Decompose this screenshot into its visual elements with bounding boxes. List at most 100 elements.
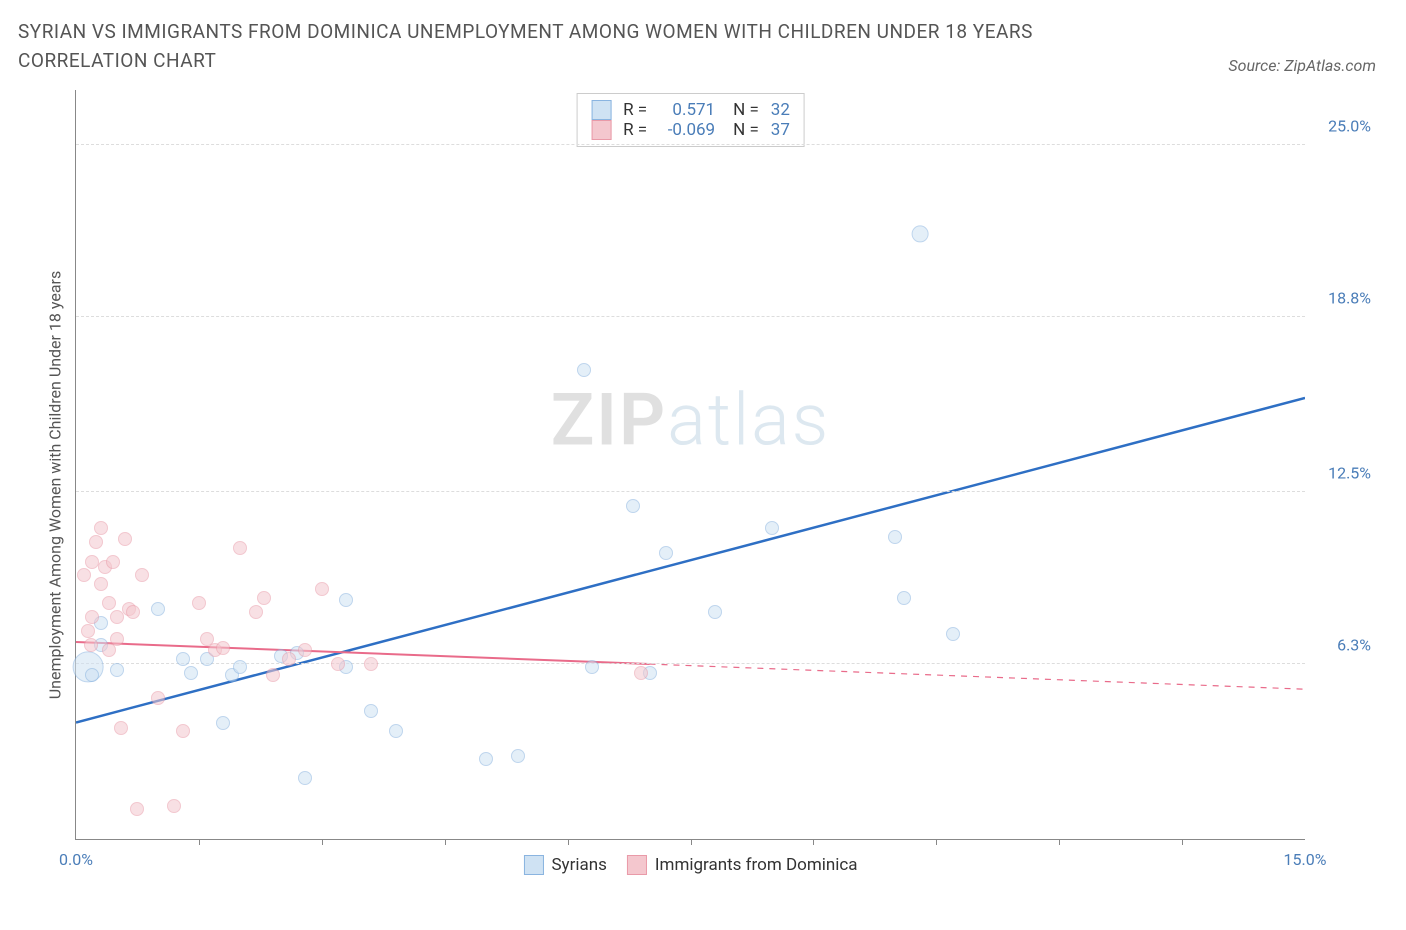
legend-item: Immigrants from Dominica — [627, 855, 858, 875]
legend-n-value: 37 — [771, 120, 790, 140]
scatter-point — [315, 582, 329, 596]
x-tick — [691, 839, 692, 845]
scatter-point — [389, 724, 403, 738]
legend-label: Immigrants from Dominica — [655, 855, 858, 875]
scatter-point — [897, 591, 911, 605]
x-tick — [813, 839, 814, 845]
x-tick — [1059, 839, 1060, 845]
x-tick — [199, 839, 200, 845]
scatter-point — [298, 771, 312, 785]
scatter-point — [708, 605, 722, 619]
scatter-point — [176, 652, 190, 666]
scatter-point — [176, 724, 190, 738]
scatter-point — [298, 643, 312, 657]
series-legend: Syrians Immigrants from Dominica — [523, 855, 857, 875]
x-tick — [445, 839, 446, 845]
scatter-point — [233, 541, 247, 555]
scatter-point — [94, 521, 108, 535]
gridline — [76, 144, 1305, 145]
y-tick-label: 18.8% — [1328, 289, 1371, 308]
scatter-point — [282, 652, 296, 666]
scatter-point — [888, 530, 902, 544]
y-tick-label: 6.3% — [1337, 636, 1371, 655]
legend-swatch — [627, 855, 647, 875]
scatter-point — [192, 596, 206, 610]
legend-swatch — [591, 100, 611, 120]
legend-swatch — [591, 120, 611, 140]
legend-n-label: N = — [733, 120, 759, 140]
scatter-point — [216, 641, 230, 655]
scatter-point — [151, 691, 165, 705]
scatter-point — [634, 666, 648, 680]
x-tick — [1182, 839, 1183, 845]
y-axis-label: Unemployment Among Women with Children U… — [46, 271, 65, 699]
legend-label: Syrians — [551, 855, 606, 875]
legend-n-value: 32 — [771, 100, 790, 120]
chart-header: SYRIAN VS IMMIGRANTS FROM DOMINICA UNEMP… — [0, 0, 1406, 85]
scatter-point — [233, 660, 247, 674]
gridline — [76, 663, 1305, 664]
x-tick — [322, 839, 323, 845]
scatter-point — [364, 657, 378, 671]
trend-line-extrapolated — [650, 664, 1305, 689]
chart-source: Source: ZipAtlas.com — [1228, 56, 1376, 75]
scatter-point — [511, 749, 525, 763]
scatter-point — [585, 660, 599, 674]
scatter-point — [167, 799, 181, 813]
legend-r-value: 0.571 — [655, 100, 715, 120]
watermark-zip: ZIP — [551, 377, 667, 462]
scatter-point — [130, 802, 144, 816]
scatter-point — [331, 657, 345, 671]
trend-lines — [76, 90, 1305, 839]
correlation-legend: R = 0.571 N = 32R = -0.069 N = 37 — [576, 93, 805, 147]
chart-region: Unemployment Among Women with Children U… — [45, 90, 1375, 880]
legend-r-label: R = — [623, 120, 647, 140]
scatter-point — [151, 602, 165, 616]
scatter-point — [114, 721, 128, 735]
scatter-point — [339, 593, 353, 607]
scatter-point — [77, 568, 91, 582]
x-tick — [568, 839, 569, 845]
y-tick-label: 25.0% — [1328, 117, 1371, 136]
scatter-point — [577, 363, 591, 377]
trend-line — [76, 398, 1305, 723]
plot-area: ZIPatlas R =0.571N =32R =-0.069N =37 Syr… — [75, 90, 1305, 840]
scatter-point — [110, 610, 124, 624]
scatter-point — [659, 546, 673, 560]
scatter-point — [184, 666, 198, 680]
scatter-point — [81, 624, 95, 638]
scatter-point — [364, 704, 378, 718]
scatter-point — [216, 716, 230, 730]
scatter-point — [126, 605, 140, 619]
scatter-point — [626, 499, 640, 513]
trend-line — [76, 642, 650, 664]
x-tick-label: 15.0% — [1284, 850, 1327, 869]
gridline — [76, 491, 1305, 492]
legend-row: R = -0.069 N = 37 — [591, 120, 790, 140]
scatter-point — [479, 752, 493, 766]
scatter-point — [102, 596, 116, 610]
gridline — [76, 316, 1305, 317]
legend-row: R =0.571N =32 — [591, 100, 790, 120]
scatter-point — [765, 521, 779, 535]
scatter-point — [106, 555, 120, 569]
scatter-point — [257, 591, 271, 605]
watermark: ZIPatlas — [551, 377, 831, 462]
scatter-point — [85, 610, 99, 624]
scatter-point — [118, 532, 132, 546]
scatter-point — [266, 668, 280, 682]
scatter-point — [85, 668, 99, 682]
scatter-point — [94, 577, 108, 591]
legend-r-value: -0.069 — [655, 120, 715, 140]
scatter-point — [89, 535, 103, 549]
legend-n-label: N = — [733, 100, 759, 120]
scatter-point — [912, 226, 929, 243]
watermark-atlas: atlas — [667, 377, 830, 462]
legend-swatch — [523, 855, 543, 875]
scatter-point — [946, 627, 960, 641]
x-tick-label: 0.0% — [59, 850, 93, 869]
chart-title: SYRIAN VS IMMIGRANTS FROM DOMINICA UNEMP… — [18, 18, 1118, 75]
scatter-point — [110, 663, 124, 677]
y-tick-label: 12.5% — [1328, 464, 1371, 483]
scatter-point — [110, 632, 124, 646]
